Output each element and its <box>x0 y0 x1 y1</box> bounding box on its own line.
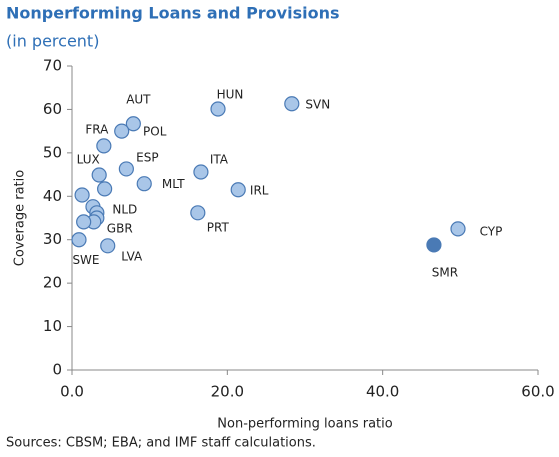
point-label: ESP <box>136 150 158 164</box>
point-label: LVA <box>121 249 143 263</box>
point-label: POL <box>143 125 167 139</box>
y-tick-label: 20 <box>43 274 62 292</box>
point-label: NLD <box>112 203 137 217</box>
chart-subtitle: (in percent) <box>6 32 99 51</box>
point-label: CYP <box>480 224 503 238</box>
chart-title: Nonperforming Loans and Provisions <box>6 4 340 23</box>
point <box>426 237 442 253</box>
x-axis-label: Non-performing loans ratio <box>217 417 392 432</box>
y-tick-label: 70 <box>43 57 62 75</box>
point <box>100 238 116 254</box>
point <box>96 138 112 154</box>
point-label: PRT <box>207 220 230 234</box>
x-tick-label: 40.0 <box>366 383 399 401</box>
point-label: SVN <box>305 97 330 111</box>
y-axis-label: Coverage ratio <box>13 170 28 266</box>
y-tick-label: 60 <box>43 100 62 118</box>
point-label: MLT <box>162 177 185 191</box>
point <box>74 187 90 203</box>
y-tick-label: 30 <box>43 230 62 248</box>
point-label: SMR <box>432 265 458 279</box>
point <box>230 182 246 198</box>
point <box>193 164 209 180</box>
point-label: SWE <box>72 253 99 267</box>
x-tick-label: 60.0 <box>521 383 554 401</box>
source-note: Sources: CBSM; EBA; and IMF staff calcul… <box>6 436 316 451</box>
x-tick-label: 20.0 <box>211 383 244 401</box>
point <box>71 232 87 248</box>
point-label: AUT <box>126 92 151 106</box>
point <box>114 123 130 139</box>
point <box>450 221 466 237</box>
point <box>76 214 92 230</box>
point <box>136 176 152 192</box>
point <box>97 181 113 197</box>
point-label: HUN <box>217 87 244 101</box>
point-label: IRL <box>250 183 269 197</box>
point <box>91 167 107 183</box>
point <box>284 96 300 112</box>
point-label: FRA <box>85 122 109 136</box>
y-tick-label: 0 <box>52 361 62 379</box>
point <box>190 205 206 221</box>
point-label: GBR <box>107 221 133 235</box>
y-tick-label: 10 <box>43 317 62 335</box>
x-tick-label: 0.0 <box>60 383 84 401</box>
y-tick-label: 40 <box>43 187 62 205</box>
y-tick-label: 50 <box>43 143 62 161</box>
point-label: LUX <box>77 153 100 167</box>
point-label: ITA <box>210 152 229 166</box>
point <box>125 116 141 132</box>
point <box>210 101 226 117</box>
point <box>118 161 134 177</box>
